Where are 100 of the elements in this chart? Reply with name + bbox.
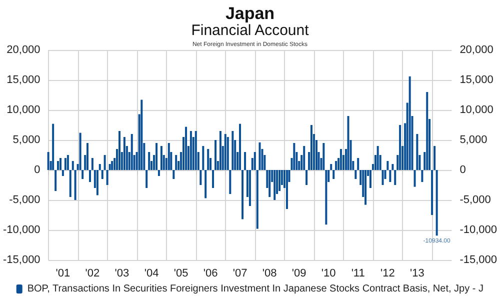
bar [239,124,242,170]
bar [82,170,84,179]
x-tick-label: '03 [114,268,130,280]
bar [123,137,126,170]
bar [357,158,360,170]
bar [242,170,244,220]
y-tick-label: -5,000 [9,194,40,206]
x-tick-label: '11 [351,268,365,280]
y2-tick-label: -15,000 [460,254,498,266]
bar [364,170,367,205]
x-tick-label: '02 [85,268,100,280]
bar [258,142,261,170]
bar [369,170,372,188]
y2-tick-label: 0 [460,164,466,176]
bar [332,170,335,179]
bar [175,155,178,170]
bar [57,161,60,170]
bar [376,146,379,170]
bar [226,137,229,170]
x-tick-label: '06 [203,268,218,280]
bar [354,170,357,179]
bar [322,143,325,170]
bar [200,170,202,185]
bar [274,170,276,200]
bar [248,170,251,206]
bar [148,152,150,170]
bar [436,170,438,236]
x-tick-label: '09 [292,268,306,280]
chart-subtitle: Financial Account [191,22,310,39]
y-tick-label: -10,000 [2,224,40,236]
bar [229,170,232,194]
bar [293,143,296,170]
x-tick-label: '10 [321,268,336,280]
bar [86,143,89,170]
bar [79,132,82,170]
bar [96,170,98,196]
bar [421,170,424,182]
bar [185,126,188,170]
bar [325,170,328,225]
y-tick-label: 15,000 [6,74,40,86]
y2-tick-label: 10,000 [460,104,494,116]
bar [158,170,160,176]
bar [207,149,210,170]
bar [202,146,204,170]
bar [74,170,76,200]
y2-tick-label: -10,000 [460,224,498,236]
x-tick-label: '05 [174,268,188,280]
bar [69,170,72,197]
y2-tick-label: -5,000 [460,194,491,206]
y2-tick-label: 20,000 [460,44,494,56]
chart-title: Japan [225,4,275,23]
bar [140,100,143,170]
bar [160,146,162,170]
bar [431,170,434,215]
bar [62,170,64,176]
bar [64,158,66,170]
bar [146,170,148,188]
bar [111,161,114,170]
bar [212,170,214,188]
y-tick-label: 10,000 [6,104,40,116]
bar [232,131,234,170]
bar [268,170,271,197]
bar [394,170,396,185]
bar [330,164,332,170]
bar [278,170,281,191]
bar [335,161,338,170]
bar [434,146,436,170]
bar [219,131,222,170]
bar [89,170,92,182]
bar [244,152,246,170]
y2-tick-label: 5,000 [460,134,488,146]
bar [47,152,50,170]
bar [52,124,54,170]
y-tick-label: 0 [34,164,40,176]
x-tick-label: '12 [380,268,395,280]
bar [254,152,256,170]
x-tick-label: '01 [56,268,70,280]
bar [130,134,133,170]
bar [426,92,428,170]
bar [256,170,258,229]
bar [194,131,197,170]
bar [156,143,158,170]
bar [168,143,170,170]
y-tick-label: 5,000 [12,134,40,146]
x-tick-label: '04 [144,268,159,280]
bar [204,170,207,198]
bar [72,161,74,170]
bar [190,131,192,170]
bar [108,164,111,170]
y-tick-label: -15,000 [2,254,40,266]
y-tick-label: 20,000 [6,44,40,56]
bar [408,76,411,170]
bar [389,170,392,182]
bar [386,161,389,170]
bar [118,131,121,170]
bar [310,125,312,170]
bar [106,170,108,185]
bar [414,170,416,187]
bar [399,125,402,170]
legend-label: BOP, Transactions In Securities Foreigners Investment In Japanese Stocks Contract Basis, Net, Jpy - J [27,284,484,294]
